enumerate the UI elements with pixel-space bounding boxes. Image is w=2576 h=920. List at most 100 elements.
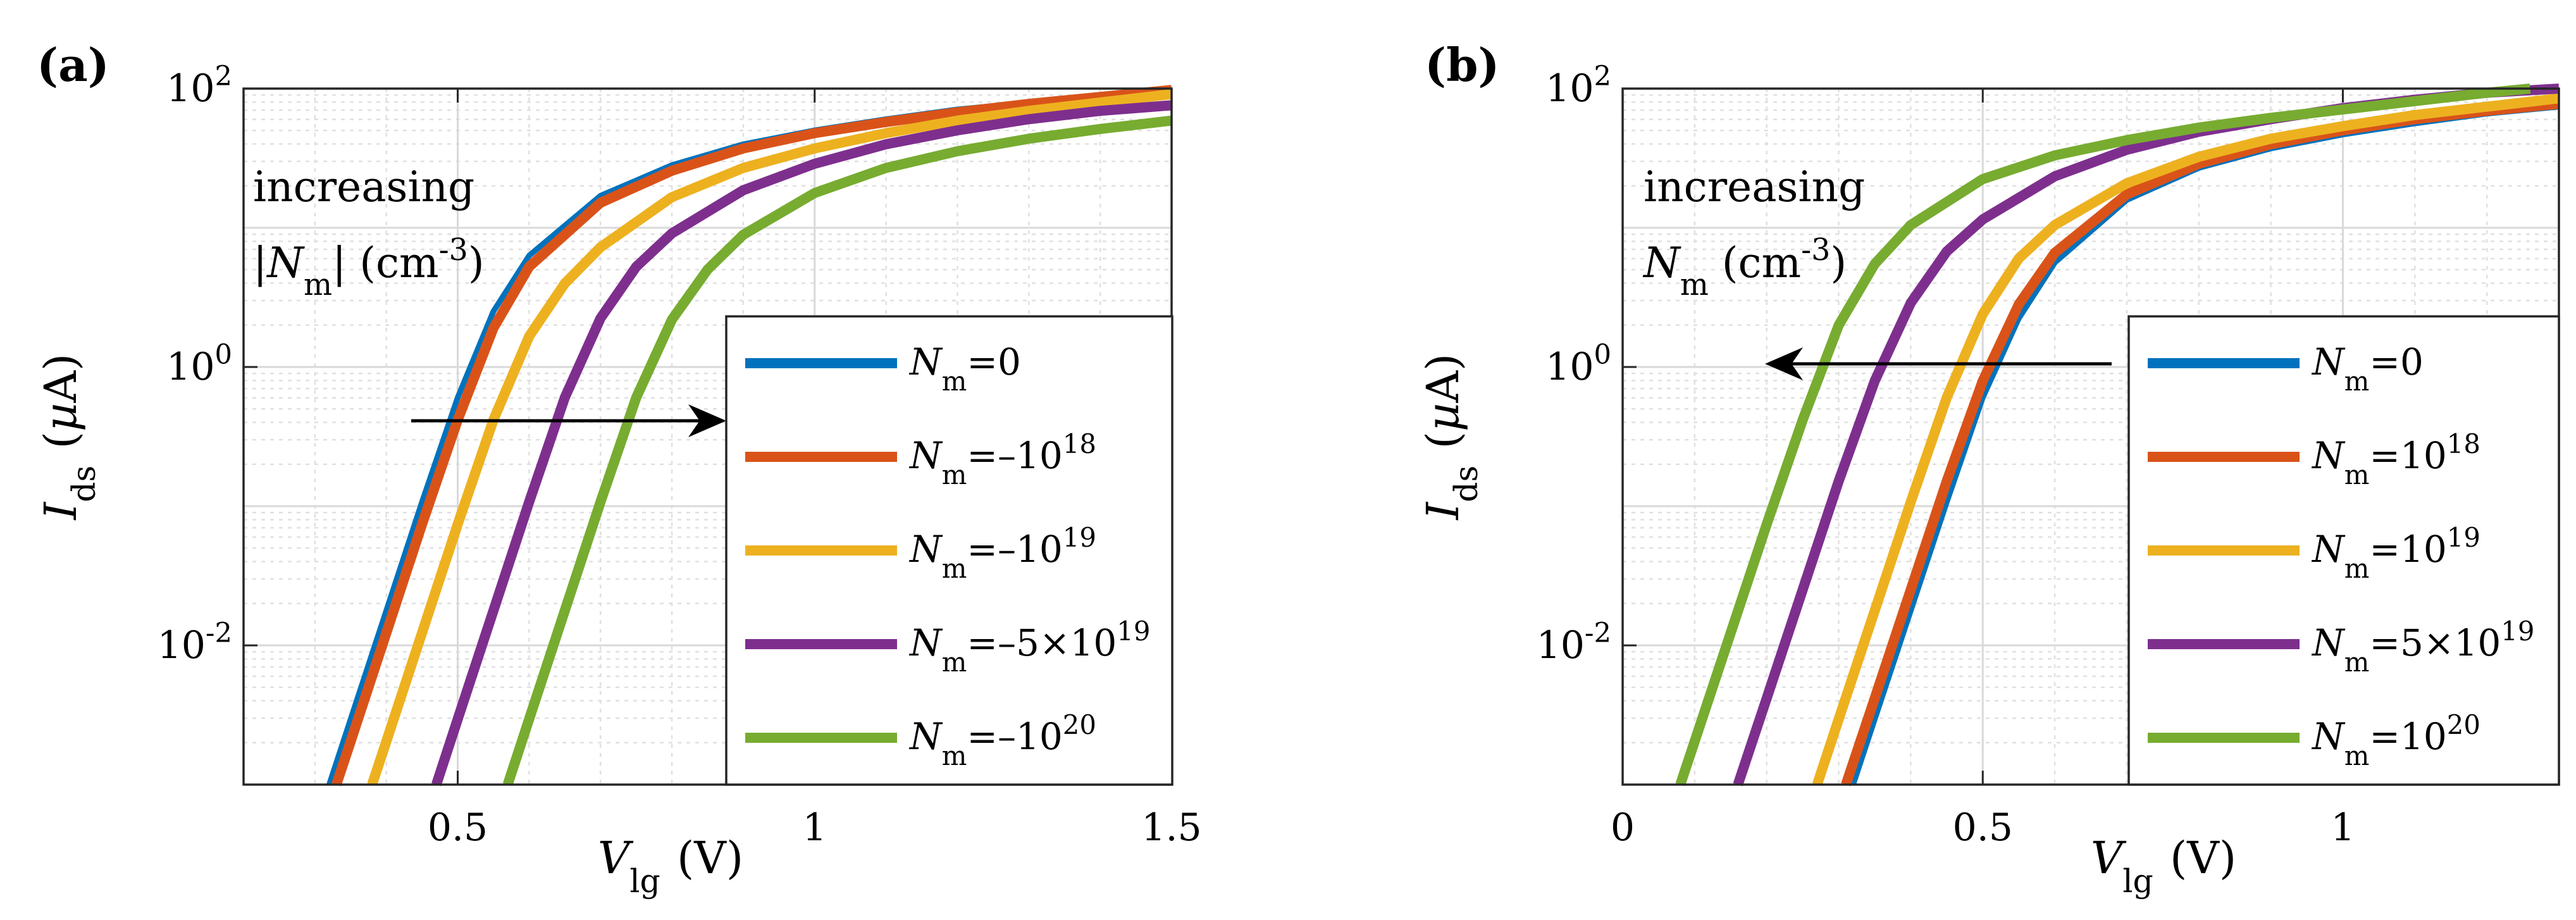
legend-var: N <box>2311 715 2346 758</box>
x-axis-label-sub: lg <box>2122 862 2153 900</box>
y-tick-base: 10 <box>1545 345 1594 389</box>
legend-eq: = <box>2369 434 2400 477</box>
legend-var-sub: m <box>942 553 967 584</box>
legend-eq: = <box>2369 621 2400 664</box>
y-tick-label: 102 <box>1545 61 1611 111</box>
panel-label: (a) <box>37 38 109 92</box>
annotation-var-sub: m <box>1680 268 1709 302</box>
x-axis-label-main: V <box>598 832 634 884</box>
legend-eq: = <box>967 528 998 571</box>
y-axis-label-paren: ( <box>35 432 87 463</box>
y-tick-exponent: 0 <box>1594 339 1611 371</box>
y-tick-label: 10-2 <box>1537 618 1611 668</box>
x-axis-label: Vlg (V) <box>598 832 743 900</box>
legend-label: Nm=–5×1019 <box>908 616 1150 678</box>
legend-var: N <box>2311 528 2346 571</box>
y-axis-label-sub: ds <box>1447 466 1485 502</box>
legend-label: Nm=0 <box>908 340 1021 397</box>
y-tick-base: 10 <box>166 345 214 389</box>
legend-var-sub: m <box>2344 740 2370 771</box>
annotation-unit: | (cm <box>332 239 439 287</box>
y-axis-label-paren: ( <box>1417 432 1469 463</box>
y-tick-exponent: 0 <box>215 339 232 371</box>
legend-value: –5×10 <box>998 621 1117 664</box>
y-axis-label-unit: A) <box>1417 354 1469 404</box>
annotation-var: N <box>1642 239 1681 287</box>
x-tick-label: 0.5 <box>428 805 488 850</box>
annotation-exp: -3 <box>439 233 468 268</box>
legend-value-exp: 20 <box>1063 709 1096 740</box>
annotation-line-1: increasing <box>253 163 474 211</box>
y-tick-exponent: 2 <box>1594 61 1611 92</box>
legend-var: N <box>908 528 943 571</box>
series-line-4 <box>1675 84 2531 786</box>
legend-var-sub: m <box>942 459 967 490</box>
x-tick-label: 1.5 <box>1141 805 1201 850</box>
legend-value: –10 <box>998 715 1063 758</box>
y-tick-base: 10 <box>1545 66 1594 111</box>
y-tick-base: 10 <box>158 623 206 668</box>
legend-value: 10 <box>2400 715 2447 758</box>
legend-value-exp: 19 <box>2501 616 2534 647</box>
y-axis-label: Ids (µA) <box>1417 354 1485 521</box>
legend-value: –10 <box>998 528 1063 571</box>
legend-value-exp: 19 <box>2447 522 2480 553</box>
legend-label: Nm=1018 <box>2311 428 2480 490</box>
series-line-1 <box>331 85 1172 786</box>
legend-value: 5×10 <box>2400 621 2501 664</box>
y-tick-base: 10 <box>166 66 214 111</box>
legend-label: Nm=1020 <box>2311 709 2480 771</box>
legend-label: Nm=–1019 <box>908 522 1096 584</box>
annotation-line-2: Nm (cm-3) <box>1642 233 1847 302</box>
y-tick-exponent: -2 <box>206 618 232 649</box>
legend-eq: = <box>967 434 998 477</box>
x-axis-label-sub: lg <box>629 862 660 900</box>
legend-value: 10 <box>2400 528 2447 571</box>
y-tick-exponent: 2 <box>215 61 232 92</box>
legend-var-sub: m <box>2344 553 2370 584</box>
x-tick-label: 1 <box>2331 805 2355 850</box>
increasing-arrow-head <box>688 404 726 437</box>
legend-value-exp: 18 <box>1063 428 1096 459</box>
annotation-close: ) <box>1830 239 1847 287</box>
legend-value: 10 <box>2400 434 2447 477</box>
annotation-exp: -3 <box>1801 233 1830 268</box>
legend-var: N <box>2311 340 2346 383</box>
legend-var-sub: m <box>942 647 967 678</box>
legend-var-sub: m <box>942 366 967 397</box>
legend-eq: = <box>967 621 998 664</box>
legend-label: Nm=–1020 <box>908 709 1096 771</box>
panel-label: (b) <box>1425 38 1499 92</box>
y-tick-label: 100 <box>1545 339 1611 389</box>
y-axis-label: Ids (µA) <box>35 354 102 521</box>
increasing-arrow-head <box>1765 347 1803 380</box>
legend-value-exp: 19 <box>1117 616 1150 647</box>
y-tick-base: 10 <box>1537 623 1585 668</box>
legend-eq: = <box>967 715 998 758</box>
legend-var: N <box>908 621 943 664</box>
legend-value: 0 <box>2400 340 2424 383</box>
legend-label: Nm=0 <box>2311 340 2424 397</box>
legend-eq: = <box>2369 715 2400 758</box>
y-tick-label: 102 <box>166 61 232 111</box>
annotation-line-2: |Nm| (cm-3) <box>253 233 485 302</box>
annotation-line-1: increasing <box>1644 163 1865 211</box>
x-axis-label-unit: (V) <box>2156 832 2236 884</box>
legend-value-exp: 19 <box>1063 522 1096 553</box>
legend-value-exp: 18 <box>2447 428 2480 459</box>
x-tick-label: 1 <box>803 805 827 850</box>
legend-var: N <box>908 340 943 383</box>
y-tick-label: 10-2 <box>158 618 232 668</box>
y-axis-label-unit: A) <box>35 354 87 404</box>
series-line-2 <box>1812 93 2560 786</box>
annotation-var: |N <box>253 239 305 287</box>
legend-var: N <box>908 434 943 477</box>
legend-label: Nm=–1018 <box>908 428 1096 490</box>
series-line-4 <box>502 115 1172 786</box>
y-axis-label-mu: µ <box>35 403 87 432</box>
